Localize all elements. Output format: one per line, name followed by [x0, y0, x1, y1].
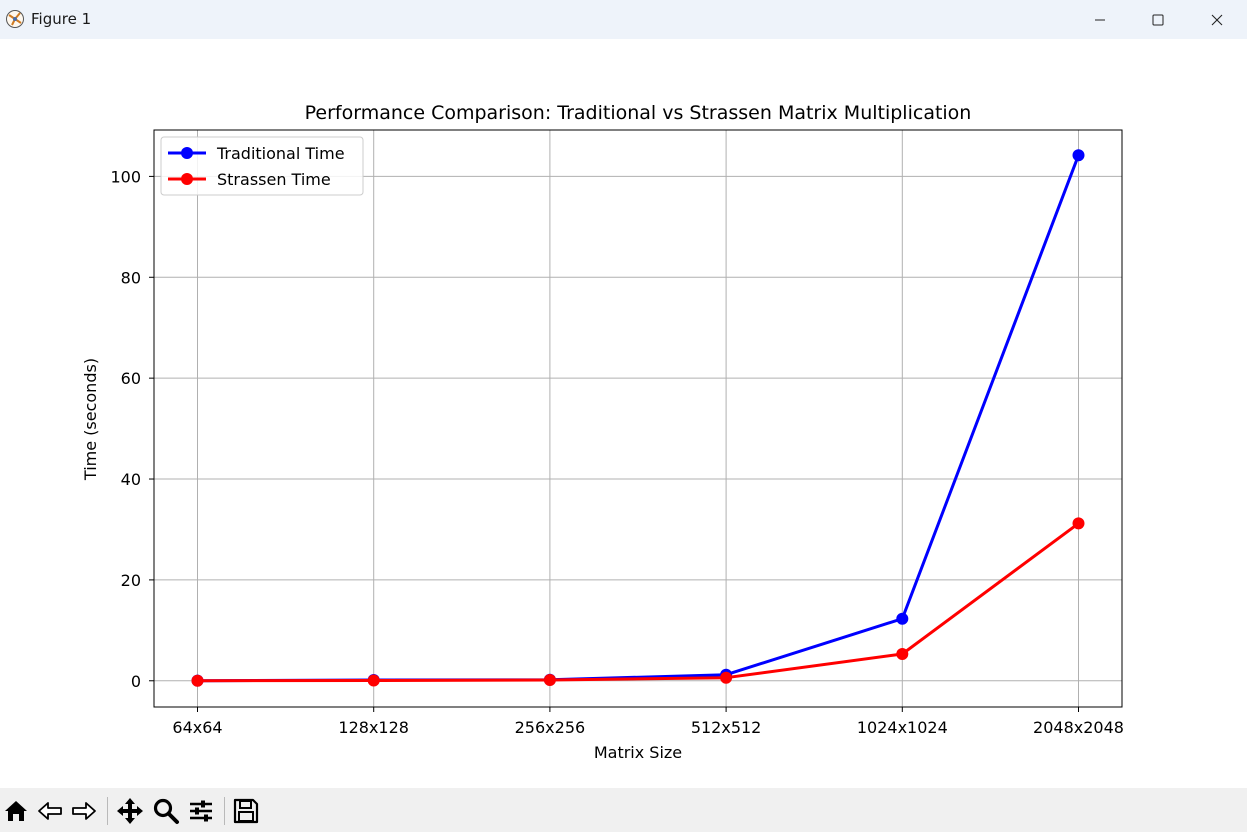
- toolbar-separator: [107, 797, 108, 825]
- forward-button[interactable]: [69, 796, 99, 826]
- close-button[interactable]: [1188, 0, 1246, 39]
- back-icon: [38, 802, 62, 820]
- save-icon: [233, 798, 259, 824]
- maximize-icon: [1152, 14, 1164, 25]
- home-button[interactable]: [1, 796, 31, 826]
- navigation-toolbar: [0, 788, 1247, 832]
- figure-canvas: Performance Comparison: Traditional vs S…: [0, 39, 1247, 788]
- home-icon: [5, 801, 27, 821]
- minimize-button[interactable]: [1071, 0, 1129, 39]
- data-point-traditional: [1072, 149, 1085, 162]
- data-point-strassen: [720, 671, 733, 684]
- y-tick-label: 20: [121, 571, 141, 590]
- zoom-icon: [153, 798, 179, 824]
- x-tick-label: 1024x1024: [857, 718, 948, 737]
- close-icon: [1211, 14, 1223, 25]
- y-tick-label: 40: [121, 470, 141, 489]
- toolbar-separator: [224, 797, 225, 825]
- axes-frame: [153, 129, 1123, 708]
- title-bar: Figure 1: [0, 0, 1247, 39]
- legend-label-traditional: Traditional Time: [216, 144, 345, 163]
- minimize-icon: [1095, 19, 1105, 20]
- forward-icon: [72, 802, 96, 820]
- back-button[interactable]: [35, 796, 65, 826]
- y-tick-label: 80: [121, 268, 141, 287]
- data-point-strassen: [367, 674, 380, 687]
- series-line-strassen: [197, 522, 1080, 683]
- y-tick-label: 0: [131, 672, 141, 691]
- y-axis-ticks: 0 20 40 60 80 100: [110, 167, 154, 691]
- legend-box: [160, 136, 364, 196]
- data-point-traditional: [896, 612, 909, 625]
- maximize-button[interactable]: [1129, 0, 1187, 39]
- pan-icon: [117, 798, 143, 824]
- data-point-strassen: [896, 648, 909, 661]
- app-icon: [6, 10, 24, 28]
- legend-label-strassen: Strassen Time: [217, 170, 331, 189]
- save-button[interactable]: [231, 796, 261, 826]
- legend-marker-traditional: [181, 147, 193, 159]
- data-point-strassen: [543, 674, 556, 687]
- x-axis-label: Matrix Size: [594, 743, 682, 762]
- plot-series: [191, 149, 1085, 687]
- x-tick-label: 512x512: [691, 718, 762, 737]
- x-tick-label: 256x256: [515, 718, 586, 737]
- chart-title: Performance Comparison: Traditional vs S…: [305, 102, 972, 124]
- window-title: Figure 1: [31, 10, 92, 28]
- y-tick-label: 100: [110, 167, 141, 186]
- zoom-button[interactable]: [151, 796, 181, 826]
- x-tick-label: 128x128: [338, 718, 409, 737]
- pan-button[interactable]: [115, 796, 145, 826]
- data-point-strassen: [1072, 517, 1085, 530]
- legend-marker-strassen: [181, 173, 193, 185]
- configure-subplots-icon: [190, 800, 212, 822]
- configure-subplots-button[interactable]: [186, 796, 216, 826]
- y-tick-label: 60: [121, 369, 141, 388]
- data-point-strassen: [191, 674, 204, 687]
- x-axis-ticks: 64x64 128x128 256x256 512x512 1024x1024 2048x…: [172, 707, 1124, 737]
- y-axis-label: Time (seconds): [81, 358, 100, 481]
- x-tick-label: 64x64: [172, 718, 222, 737]
- legend: Traditional Time Strassen Time: [160, 136, 364, 196]
- x-tick-label: 2048x2048: [1033, 718, 1124, 737]
